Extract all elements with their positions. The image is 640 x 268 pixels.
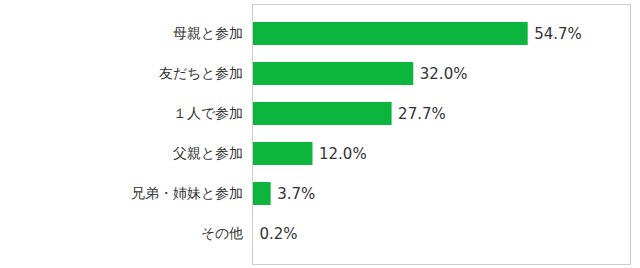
svg-text:54.7%: 54.7% — [534, 25, 582, 43]
svg-text:友だちと参加: 友だちと参加 — [159, 65, 243, 81]
svg-text:母親と参加: 母親と参加 — [173, 25, 243, 41]
svg-text:32.0%: 32.0% — [420, 65, 468, 83]
svg-text:その他: その他 — [201, 225, 243, 241]
svg-text:0.2%: 0.2% — [260, 225, 298, 243]
svg-text:父親と参加: 父親と参加 — [173, 145, 243, 161]
svg-text:27.7%: 27.7% — [398, 105, 446, 123]
svg-text:12.0%: 12.0% — [319, 145, 367, 163]
svg-text:3.7%: 3.7% — [277, 185, 315, 203]
svg-text:１人で参加: １人で参加 — [173, 105, 243, 121]
svg-text:兄弟・姉妹と参加: 兄弟・姉妹と参加 — [131, 185, 243, 201]
